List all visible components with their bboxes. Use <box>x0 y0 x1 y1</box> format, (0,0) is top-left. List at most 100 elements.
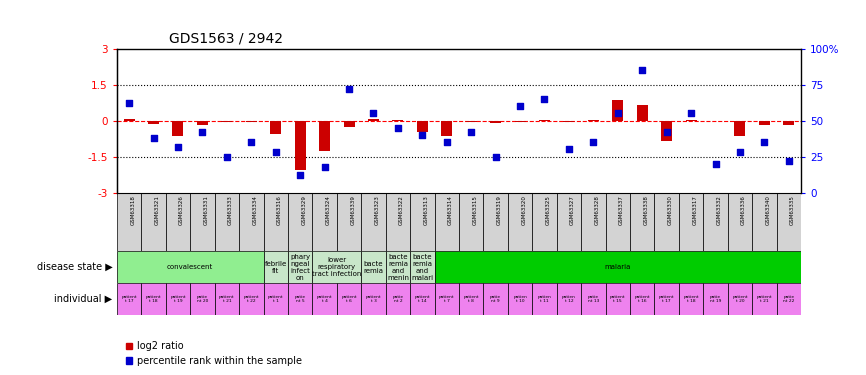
Text: patien
t 12: patien t 12 <box>562 295 576 303</box>
Bar <box>222 121 232 122</box>
Text: patient
t 7: patient t 7 <box>439 295 455 303</box>
Text: bacte
remia: bacte remia <box>364 261 384 274</box>
Bar <box>313 283 337 315</box>
Bar <box>239 192 263 251</box>
Text: GSM63334: GSM63334 <box>253 195 257 225</box>
Point <box>146 135 160 141</box>
Text: patient
t 17: patient t 17 <box>659 295 675 303</box>
Bar <box>703 283 727 315</box>
Bar <box>141 192 165 251</box>
Bar <box>459 192 483 251</box>
Text: patient
t 3: patient t 3 <box>365 295 381 303</box>
Bar <box>368 119 379 121</box>
Point <box>440 139 454 145</box>
Bar <box>459 283 483 315</box>
Text: patient
t 21: patient t 21 <box>757 295 772 303</box>
Text: GSM63316: GSM63316 <box>277 195 282 225</box>
Point <box>538 96 552 102</box>
Bar <box>239 283 263 315</box>
Point <box>244 139 258 145</box>
Text: patie
nt 5: patie nt 5 <box>294 295 306 303</box>
Text: patie
nt 2: patie nt 2 <box>392 295 404 303</box>
Text: GSM63321: GSM63321 <box>155 195 160 225</box>
Text: convalescent: convalescent <box>167 264 213 270</box>
Bar <box>435 283 459 315</box>
Bar <box>385 251 410 283</box>
Bar <box>263 192 288 251</box>
Bar <box>727 192 753 251</box>
Text: malaria: malaria <box>604 264 631 270</box>
Bar <box>319 121 330 151</box>
Text: patien
t 10: patien t 10 <box>514 295 527 303</box>
Text: patie
nt 22: patie nt 22 <box>783 295 794 303</box>
Point <box>122 100 136 106</box>
Text: GSM63320: GSM63320 <box>521 195 527 225</box>
Text: patie
nt 19: patie nt 19 <box>710 295 721 303</box>
Bar <box>288 192 313 251</box>
Text: patie
nt 20: patie nt 20 <box>197 295 208 303</box>
Point <box>708 161 722 167</box>
Text: patient
t 20: patient t 20 <box>732 295 747 303</box>
Bar <box>490 121 501 123</box>
Bar <box>313 192 337 251</box>
Bar <box>263 251 288 283</box>
Bar <box>270 121 281 134</box>
Bar <box>197 121 208 125</box>
Bar <box>385 192 410 251</box>
Point <box>758 139 772 145</box>
Text: GSM63313: GSM63313 <box>423 195 429 225</box>
Bar <box>337 192 361 251</box>
Text: GSM63335: GSM63335 <box>790 195 795 225</box>
Point <box>268 149 282 155</box>
Text: GSM63319: GSM63319 <box>497 195 502 225</box>
Bar <box>777 192 801 251</box>
Bar <box>313 251 361 283</box>
Text: GSM63337: GSM63337 <box>619 195 624 225</box>
Text: bacte
remia
and
malari: bacte remia and malari <box>411 254 433 280</box>
Bar <box>288 251 313 283</box>
Point <box>342 86 356 92</box>
Text: patient
t 21: patient t 21 <box>219 295 235 303</box>
Point <box>220 154 234 160</box>
Bar <box>605 283 630 315</box>
Bar <box>753 283 777 315</box>
Bar <box>191 283 215 315</box>
Bar <box>361 283 385 315</box>
Bar <box>466 121 476 122</box>
Text: patie
nt 9: patie nt 9 <box>490 295 501 303</box>
Bar <box>533 192 557 251</box>
Bar <box>337 283 361 315</box>
Bar <box>655 192 679 251</box>
Bar <box>679 283 703 315</box>
Point <box>171 144 185 150</box>
Bar <box>117 192 141 251</box>
Bar <box>165 192 191 251</box>
Point <box>586 139 600 145</box>
Point <box>636 68 650 74</box>
Text: GDS1563 / 2942: GDS1563 / 2942 <box>169 31 283 45</box>
Bar <box>141 283 165 315</box>
Bar <box>784 121 794 125</box>
Text: patient
t 8: patient t 8 <box>463 295 479 303</box>
Text: patient
t 18: patient t 18 <box>683 295 699 303</box>
Bar <box>630 192 655 251</box>
Text: GSM63318: GSM63318 <box>131 195 135 225</box>
Bar <box>557 283 581 315</box>
Text: GSM63324: GSM63324 <box>326 195 331 225</box>
Bar <box>686 120 696 121</box>
Text: GSM63322: GSM63322 <box>399 195 404 225</box>
Bar <box>385 283 410 315</box>
Bar <box>361 251 385 283</box>
Bar <box>148 121 159 123</box>
Bar <box>655 283 679 315</box>
Point <box>294 172 307 178</box>
Bar <box>215 283 239 315</box>
Bar <box>612 100 624 121</box>
Text: patient
t 4: patient t 4 <box>317 295 333 303</box>
Bar <box>507 192 533 251</box>
Text: patient
t 18: patient t 18 <box>145 295 161 303</box>
Bar <box>483 283 507 315</box>
Text: GSM63314: GSM63314 <box>448 195 453 225</box>
Bar <box>165 283 191 315</box>
Text: GSM63315: GSM63315 <box>473 195 477 225</box>
